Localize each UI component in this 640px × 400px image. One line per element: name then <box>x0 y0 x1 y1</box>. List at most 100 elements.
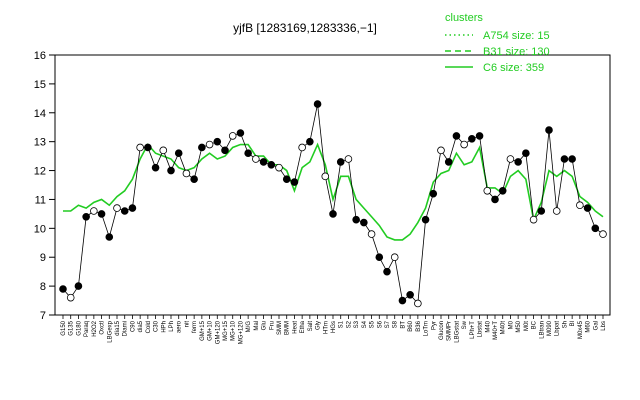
data-point <box>383 267 391 276</box>
x-tick-label: HPh <box>161 321 167 333</box>
x-tick-label: S6 <box>377 320 383 328</box>
data-point <box>460 140 468 149</box>
x-tick-label: S1 <box>339 320 345 328</box>
data-point <box>514 158 522 166</box>
x-tick-label: S4 <box>362 320 368 328</box>
x-tick-label: M0 <box>508 320 514 329</box>
x-tick-label: M40 <box>485 320 491 332</box>
x-tick-label: Paraq <box>84 321 90 337</box>
x-tick-label: S3 <box>354 320 360 328</box>
data-point <box>236 129 245 137</box>
x-tick-label: Oxctl <box>100 321 106 335</box>
data-point <box>74 282 83 290</box>
data-point <box>452 132 461 140</box>
x-tick-label: GM+120 <box>215 320 221 344</box>
x-tick-label: dia5 <box>138 320 144 332</box>
legend-entry: B31 size: 130 <box>483 46 550 58</box>
data-point <box>421 215 430 224</box>
data-point <box>483 186 492 195</box>
y-tick-label: 8 <box>40 281 46 293</box>
data-point <box>498 186 507 195</box>
x-tick-label: Sh <box>562 321 568 328</box>
data-point <box>583 204 592 212</box>
data-point <box>529 215 538 224</box>
x-tick-label: LPh+T <box>470 321 476 339</box>
x-tick-label: BMM <box>285 321 291 335</box>
data-point <box>537 207 546 215</box>
data-point <box>298 143 306 152</box>
data-point <box>228 132 237 140</box>
x-tick-label: HTm <box>323 321 329 334</box>
data-point <box>313 100 322 108</box>
data-point <box>344 155 353 163</box>
x-tick-label: BC <box>532 320 538 329</box>
data-point <box>105 233 114 241</box>
x-tick-label: M40t <box>501 321 507 335</box>
x-tick-label: M60 <box>586 320 592 332</box>
data-point <box>522 149 530 158</box>
x-tick-label: Fru <box>269 321 275 330</box>
data-point <box>329 210 337 218</box>
y-tick-label: 10 <box>34 223 46 235</box>
x-tick-label: Heat <box>292 321 298 334</box>
x-tick-label: B36 <box>416 320 422 331</box>
x-tick-label: S5 <box>370 320 376 328</box>
x-tick-label: G150 <box>61 320 67 335</box>
data-point <box>144 143 152 152</box>
data-point <box>198 143 206 152</box>
x-tick-label: aero <box>177 320 183 333</box>
x-tick-label: dia15 <box>115 320 121 335</box>
data-point <box>205 140 214 149</box>
data-point <box>406 290 414 299</box>
plot-area <box>54 54 611 316</box>
data-point <box>159 146 168 155</box>
data-point <box>390 253 399 262</box>
data-point <box>174 149 183 158</box>
data-point <box>66 293 75 302</box>
x-tick-label: Cold <box>146 321 152 333</box>
x-tick-label: M40+T <box>493 321 499 340</box>
x-tick-label: C30 <box>154 320 160 332</box>
data-point <box>506 155 515 163</box>
data-point <box>113 204 121 212</box>
data-point <box>290 178 299 186</box>
x-tick-label: M/G <box>246 321 252 333</box>
data-point <box>136 143 144 152</box>
data-point <box>591 224 600 233</box>
data-point <box>398 296 407 305</box>
x-tick-label: SMM <box>277 321 283 335</box>
y-tick-label: 7 <box>40 310 46 322</box>
x-tick-label: ferm <box>192 321 198 333</box>
x-tick-label: BT <box>400 321 406 329</box>
data-point <box>282 175 291 184</box>
data-point <box>560 155 569 163</box>
data-point <box>244 149 252 158</box>
data-point <box>306 137 314 146</box>
series-line-gene <box>62 104 604 305</box>
x-tick-label: nit <box>184 321 190 328</box>
data-point <box>275 163 283 172</box>
x-tick-label: GM+15 <box>200 320 206 341</box>
data-point <box>97 210 106 218</box>
x-tick-label: S2 <box>346 320 352 328</box>
data-point <box>360 218 368 227</box>
data-point <box>568 155 576 163</box>
chart-title: yjfB [1283169,1283336,−1] <box>233 21 377 35</box>
y-tick-label: 14 <box>34 108 46 120</box>
data-point <box>213 137 222 146</box>
data-point <box>167 166 175 175</box>
data-point <box>437 146 445 155</box>
x-tick-label: HGs <box>331 321 337 333</box>
data-point <box>475 132 484 140</box>
legend-title: clusters <box>445 12 483 24</box>
data-point <box>151 163 160 172</box>
x-tick-label: M090 <box>547 320 553 336</box>
x-tick-label: Mal <box>254 321 260 331</box>
data-point <box>259 158 268 166</box>
data-point <box>552 207 561 215</box>
y-tick-label: 16 <box>34 50 46 62</box>
x-tick-label: LBtran <box>539 321 545 339</box>
x-tick-label: Sw <box>462 320 468 329</box>
data-point <box>190 175 198 184</box>
